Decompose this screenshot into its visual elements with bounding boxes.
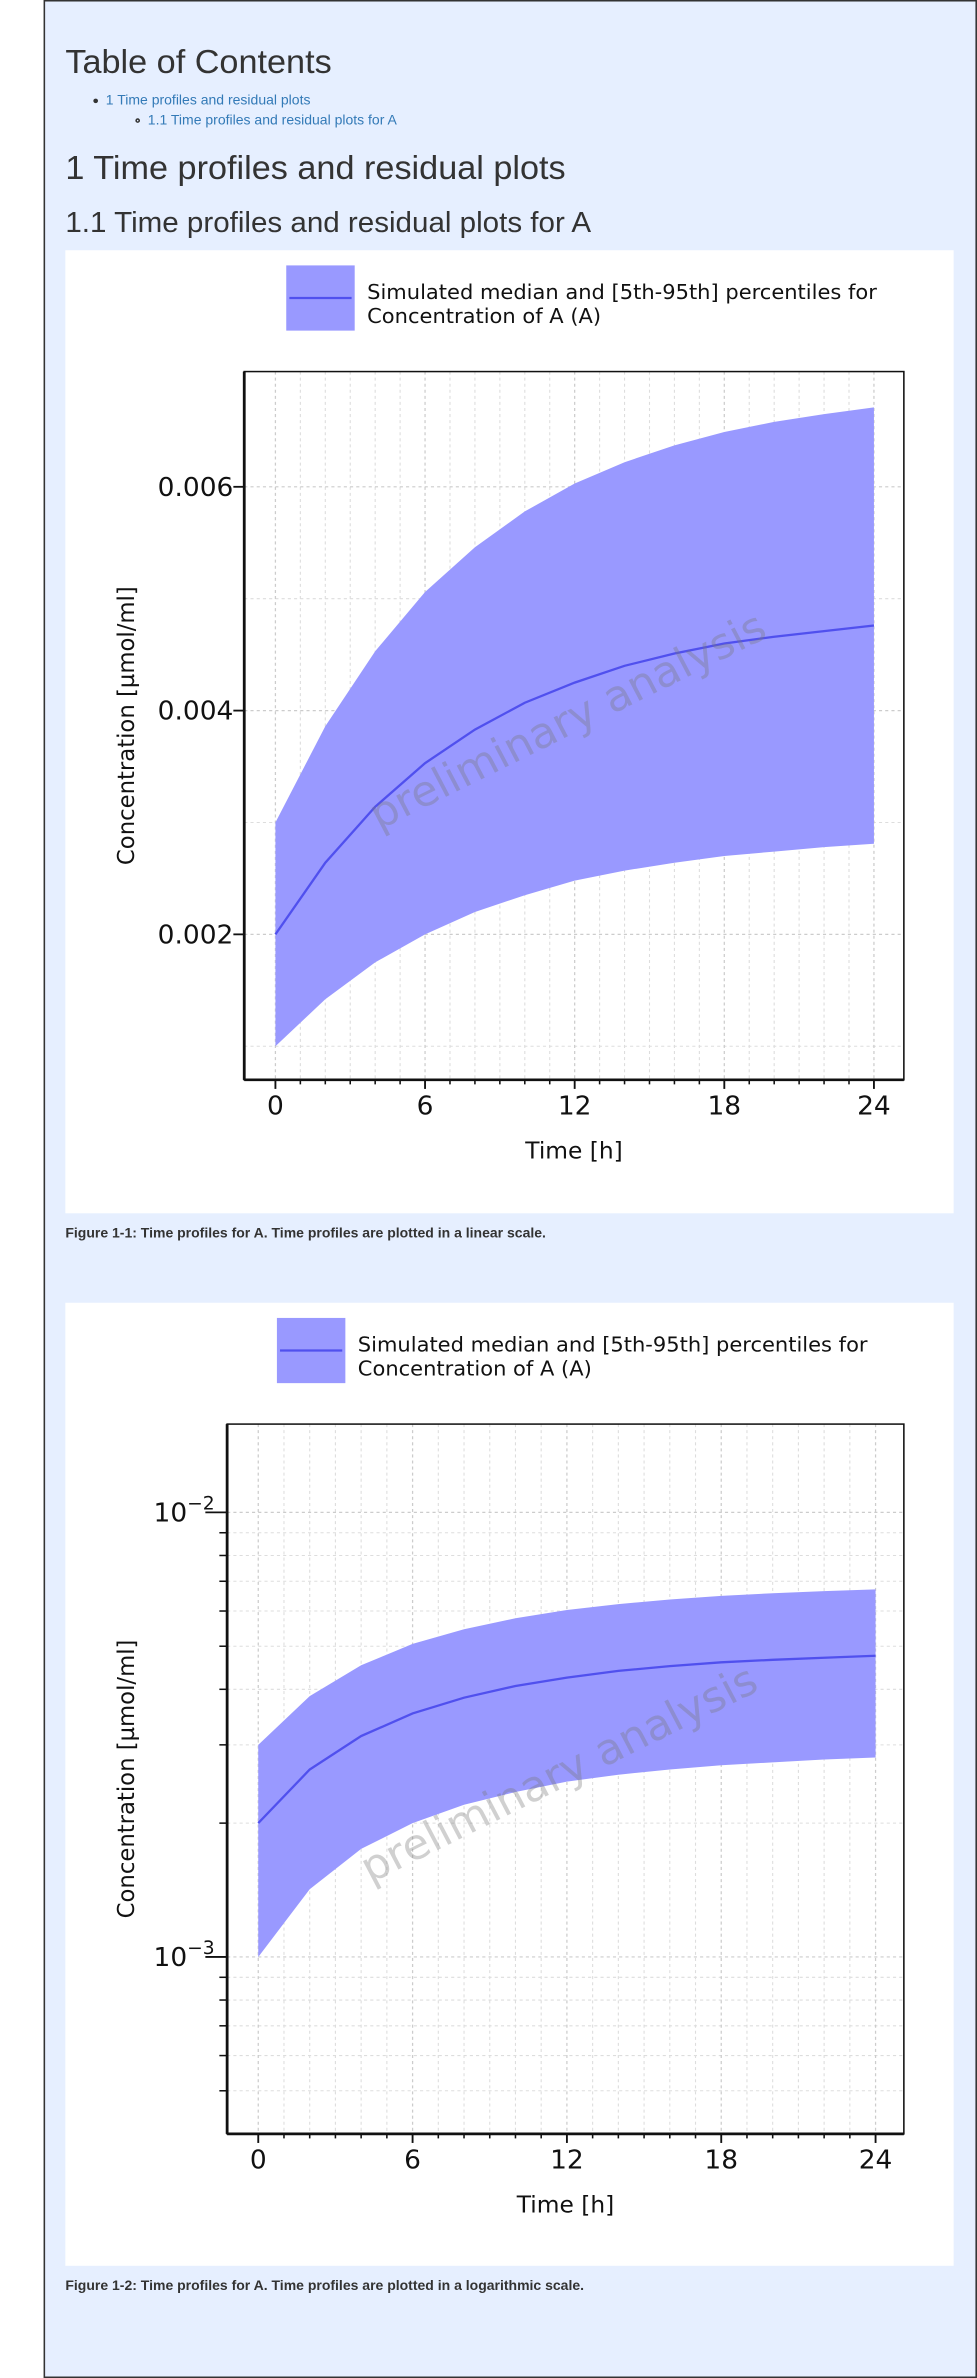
x-tick-label: 18: [707, 1092, 741, 1122]
y-tick-label: 0.002: [158, 921, 234, 951]
y-axis-label: Concentration [µmol/ml]: [114, 586, 140, 865]
percentile-band: [258, 1589, 876, 1957]
bullet: [135, 118, 141, 123]
percentile-band: [275, 407, 874, 1047]
caption: Figure 1-1: Time profiles for A. Time pr…: [65, 1225, 546, 1241]
heading: 1.1 Time profiles and residual plots for…: [65, 207, 592, 240]
x-tick-label: 18: [704, 2146, 738, 2176]
x-tick-label: 6: [417, 1092, 434, 1122]
x-tick-label: 0: [250, 2146, 267, 2176]
heading: 1 Time profiles and residual plots: [65, 148, 566, 187]
y-tick-label: 10−2: [154, 1494, 215, 1529]
y-axis-label: Concentration [µmol/ml]: [114, 1640, 140, 1919]
figure: 0 6 12 18 24 0.002 0.004 0.006 preliminary analy…: [65, 250, 954, 1214]
figure: 0 6 12 18 24 10−3 10−2 preliminary analysis Time…: [65, 1302, 954, 2266]
toc-link[interactable]: 1.1 Time profiles and residual plots for…: [147, 112, 397, 128]
x-tick-label: 0: [267, 1092, 284, 1122]
legend-label: Simulated median and [5th-95th] percenti…: [357, 1333, 868, 1382]
legend-label: Simulated median and [5th-95th] percenti…: [367, 280, 877, 330]
x-tick-label: 24: [857, 1092, 891, 1122]
x-axis-label: Time [h]: [516, 2193, 614, 2219]
x-tick-label: 12: [558, 1092, 592, 1122]
toc-link[interactable]: 1 Time profiles and residual plots: [105, 92, 311, 108]
toc-title: Table of Contents: [65, 42, 332, 81]
y-tick-label: 0.004: [158, 697, 234, 727]
median-line: [274, 624, 875, 936]
x-tick-label: 6: [404, 2146, 421, 2176]
y-tick-label: 10−3: [154, 1938, 215, 1973]
caption: Figure 1-2: Time profiles for A. Time pr…: [65, 2277, 585, 2294]
x-tick-label: 24: [859, 2146, 893, 2176]
median-line: [257, 1654, 876, 1824]
x-axis-label: Time [h]: [524, 1139, 622, 1165]
y-tick-label: 0.006: [158, 473, 234, 503]
bullet: [93, 98, 99, 104]
x-tick-label: 12: [550, 2146, 584, 2176]
